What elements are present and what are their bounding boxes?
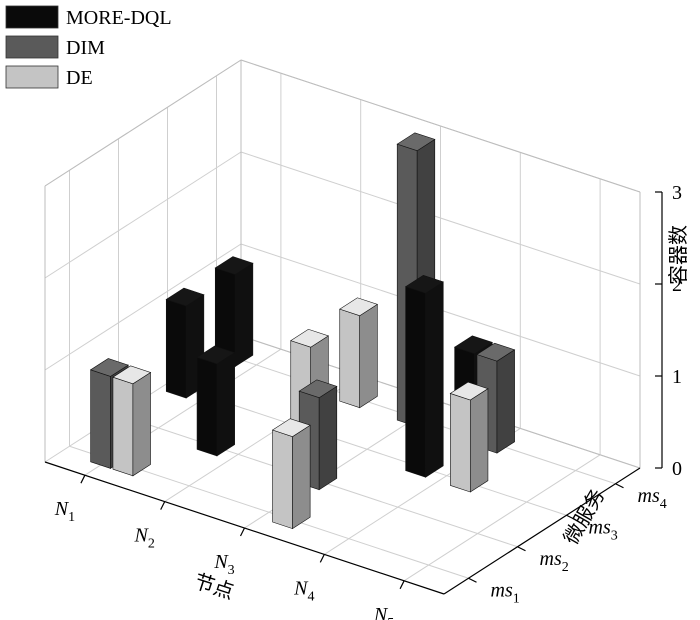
y-tick-label: ms3 bbox=[589, 516, 618, 543]
y-axis-line bbox=[443, 467, 641, 595]
bar-face-front bbox=[165, 299, 187, 399]
bar-face-side bbox=[234, 262, 254, 368]
y-tick bbox=[615, 483, 624, 489]
legend-label: DE bbox=[66, 67, 93, 89]
frame-edge bbox=[240, 59, 641, 193]
y-tick bbox=[468, 577, 477, 583]
bar-face-top bbox=[298, 379, 338, 399]
bar-face-side bbox=[496, 349, 515, 454]
x-tick bbox=[239, 527, 246, 537]
y-tick-label: ms2 bbox=[540, 548, 569, 575]
z-tick-label: 1 bbox=[672, 366, 682, 388]
x-tick-label: N1 bbox=[54, 498, 75, 525]
legend-item-dim: DIM bbox=[5, 35, 105, 59]
bar-face-front bbox=[272, 429, 293, 530]
bar-face-front bbox=[196, 356, 218, 457]
x-tick bbox=[399, 580, 405, 590]
bar-face-side bbox=[292, 424, 311, 530]
bar-face-front bbox=[450, 392, 471, 493]
bar-face-front bbox=[339, 308, 360, 409]
legend-swatch bbox=[5, 65, 59, 89]
bar-face-side bbox=[469, 388, 489, 493]
legend-label: DIM bbox=[66, 37, 105, 59]
bar-face-side bbox=[425, 281, 444, 478]
y-tick bbox=[517, 546, 526, 552]
bar-face-top bbox=[339, 297, 379, 317]
bar-de-2-4 bbox=[339, 297, 379, 409]
bar-face-front bbox=[90, 369, 111, 469]
x-tick-label: N4 bbox=[293, 577, 314, 604]
x-tick bbox=[80, 474, 86, 484]
bar-face-top bbox=[112, 365, 152, 385]
grid-line-floor-x bbox=[403, 454, 601, 582]
legend-label: MORE-DQL bbox=[66, 7, 172, 29]
bar-de-3-1 bbox=[271, 418, 311, 530]
bar-face-side bbox=[216, 352, 235, 457]
y-tick bbox=[566, 514, 575, 520]
bar-more-dql-4-3 bbox=[404, 274, 444, 478]
bar-face-side bbox=[318, 385, 338, 491]
y-tick-label: ms1 bbox=[491, 579, 520, 606]
x-tick-label: N2 bbox=[134, 525, 155, 552]
bar-face-top bbox=[89, 358, 129, 377]
grid-line-leftwall-z bbox=[44, 243, 242, 371]
chart-axes: N1N2N3N4N5ms1ms2ms3ms40123节点微服务容器数 bbox=[44, 182, 690, 620]
bar-more-dql-2-2 bbox=[196, 345, 236, 457]
bar-face-top bbox=[290, 328, 330, 348]
bar-face-top bbox=[165, 287, 205, 307]
x-tick-label: N3 bbox=[213, 551, 234, 578]
legend-swatch bbox=[5, 5, 59, 29]
bar-face-top bbox=[196, 345, 236, 365]
chart-bars bbox=[89, 132, 516, 530]
x-tick-label: N5 bbox=[373, 604, 394, 620]
z-tick-label: 0 bbox=[672, 458, 682, 480]
grid-line-backwall-z bbox=[240, 151, 641, 285]
z-tick-label: 3 bbox=[672, 182, 682, 204]
bar-face-top bbox=[214, 256, 254, 275]
grid-line-leftwall-z bbox=[44, 151, 242, 279]
bar-de-4-3 bbox=[449, 381, 489, 493]
legend-item-more-dql: MORE-DQL bbox=[5, 5, 172, 29]
chart-legend: MORE-DQL DIM DE bbox=[5, 5, 172, 89]
bar-face-side bbox=[359, 303, 378, 409]
bar-more-dql-1-3 bbox=[165, 287, 205, 399]
bar-face-top bbox=[404, 274, 444, 294]
legend-swatch bbox=[5, 35, 59, 59]
bar-face-top bbox=[449, 381, 489, 401]
z-tick-label: 2 bbox=[672, 274, 682, 296]
bar-face-front bbox=[405, 286, 426, 478]
bar-face-top bbox=[476, 342, 516, 362]
bar-more-dql-1-4 bbox=[214, 256, 254, 368]
bar-face-side bbox=[132, 371, 151, 477]
bar-face-top bbox=[396, 132, 436, 152]
z-axis-title: 容器数 bbox=[666, 225, 690, 285]
legend-item-de: DE bbox=[5, 65, 93, 89]
bar-face-top bbox=[271, 418, 311, 437]
bar-de-1-1 bbox=[112, 365, 152, 477]
y-tick-label: ms4 bbox=[638, 485, 667, 512]
bar-face-top bbox=[453, 335, 493, 355]
x-tick bbox=[319, 554, 325, 563]
frame-edge bbox=[44, 59, 242, 187]
bar-face-front bbox=[112, 376, 134, 477]
x-tick bbox=[160, 501, 166, 510]
